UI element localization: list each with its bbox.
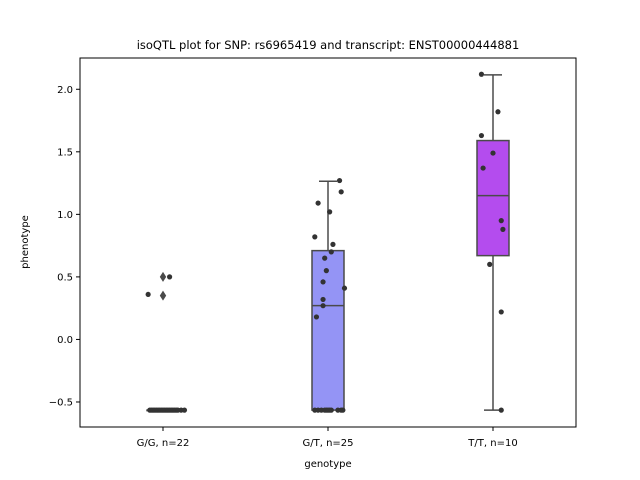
x-axis-label: genotype — [304, 459, 351, 470]
y-tick-label: 0.0 — [57, 335, 73, 346]
chart-title: isoQTL plot for SNP: rs6965419 and trans… — [137, 38, 520, 52]
outlier-marker — [159, 290, 167, 301]
data-point — [330, 241, 336, 247]
box-group — [311, 177, 348, 413]
y-tick-label: 0.5 — [57, 272, 73, 283]
data-point — [495, 109, 501, 115]
data-point — [328, 407, 334, 413]
box — [311, 249, 345, 411]
data-point — [478, 71, 485, 77]
data-point — [312, 234, 318, 240]
data-point — [315, 200, 321, 206]
data-point — [487, 261, 493, 267]
y-tick-label: 2.0 — [57, 85, 73, 96]
outlier-marker — [159, 271, 167, 282]
data-point — [327, 209, 333, 215]
y-tick-label: −0.5 — [49, 397, 73, 408]
data-point — [145, 291, 151, 298]
x-tick-label: T/T, n=10 — [467, 438, 517, 449]
y-tick-label: 1.0 — [57, 210, 73, 221]
x-tick-label: G/G, n=22 — [137, 438, 190, 449]
box-group — [145, 271, 188, 413]
data-point — [320, 303, 326, 309]
x-axis: G/G, n=22 G/T, n=25 T/T, n=10 — [137, 427, 518, 449]
plot-area — [145, 71, 510, 413]
data-point — [313, 314, 320, 320]
data-point — [167, 274, 173, 280]
data-point — [498, 309, 504, 315]
data-point — [498, 218, 504, 224]
box-group — [476, 71, 510, 413]
data-point — [338, 189, 344, 195]
data-point — [480, 165, 486, 171]
data-point — [340, 407, 346, 413]
data-point — [500, 226, 506, 232]
data-point — [490, 150, 496, 156]
data-point — [181, 407, 188, 413]
data-point — [341, 285, 348, 291]
data-point — [320, 279, 326, 285]
data-point — [328, 249, 334, 255]
x-tick-label: G/T, n=25 — [302, 438, 353, 449]
y-axis-label: phenotype — [20, 215, 31, 269]
data-point — [323, 268, 329, 274]
data-point — [478, 132, 485, 139]
data-point — [498, 407, 504, 413]
y-tick-label: 1.5 — [57, 147, 73, 158]
data-point — [320, 296, 326, 303]
y-axis: −0.5 0.0 0.5 1.0 1.5 2.0 — [49, 85, 80, 408]
data-point — [322, 255, 328, 261]
box — [476, 139, 510, 257]
data-point — [336, 177, 343, 184]
